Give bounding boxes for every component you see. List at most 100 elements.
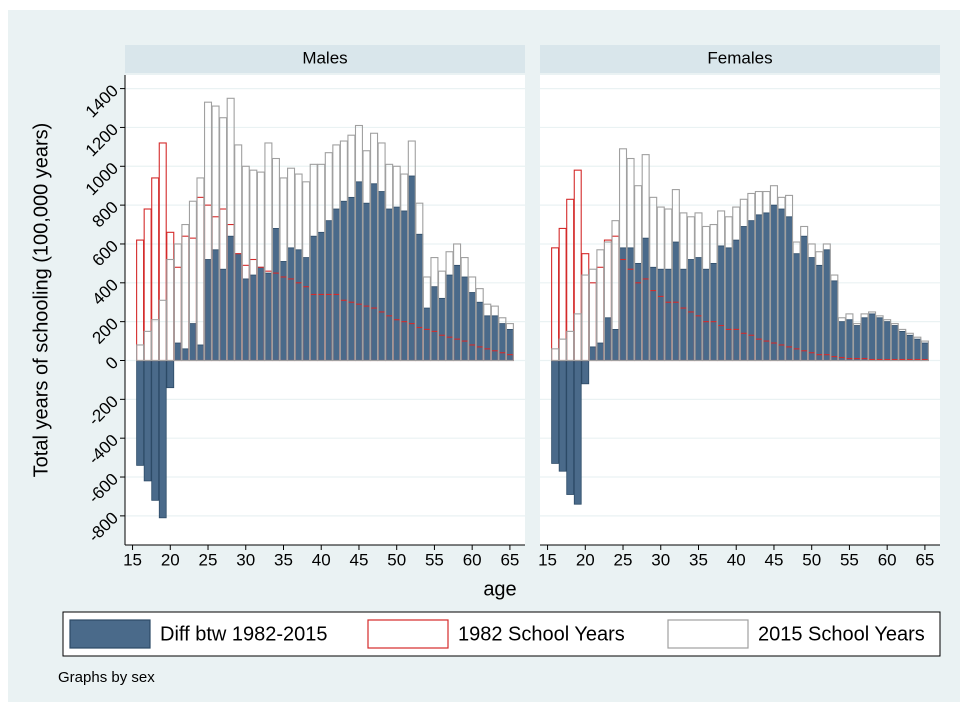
bar [279, 261, 288, 361]
legend-label: 1982 School Years [458, 623, 625, 645]
bar [709, 262, 718, 361]
bar [687, 259, 695, 361]
bar [143, 330, 152, 362]
bar [792, 241, 801, 362]
bar [241, 165, 250, 362]
x-tick-label: 25 [199, 550, 218, 569]
bar [385, 208, 394, 361]
bar [837, 317, 846, 362]
bar [460, 276, 469, 361]
bar [868, 313, 876, 361]
bar [166, 360, 175, 389]
bar [921, 342, 929, 361]
bar [739, 226, 748, 361]
bar [822, 249, 831, 361]
bar [573, 313, 582, 362]
bar [354, 124, 363, 362]
bar [785, 194, 794, 362]
x-tick-label: 65 [915, 550, 934, 569]
x-tick-label: 20 [161, 550, 180, 569]
bar [724, 247, 733, 361]
bar [551, 360, 559, 464]
bar [747, 192, 756, 362]
bar [490, 315, 499, 361]
bar [423, 307, 431, 361]
bar [279, 177, 288, 362]
bar [370, 183, 378, 361]
bar [143, 360, 152, 482]
bar [241, 278, 250, 361]
bar [332, 144, 341, 362]
bar [913, 336, 922, 362]
bar [890, 325, 899, 361]
bar [815, 264, 824, 361]
bar [883, 321, 892, 361]
bar [739, 198, 748, 362]
bar [611, 329, 620, 361]
panel-header [540, 45, 940, 73]
legend-swatch [667, 619, 749, 649]
bar [430, 286, 439, 361]
bar [596, 249, 605, 362]
legend-swatch [69, 619, 151, 649]
bar [807, 257, 816, 361]
bar [287, 247, 295, 361]
bar [151, 360, 160, 501]
bar [747, 220, 756, 361]
x-tick-label: 45 [765, 550, 784, 569]
panel-title: Males [302, 48, 347, 67]
bar [671, 241, 680, 361]
bar [860, 317, 869, 361]
bar [332, 208, 341, 361]
x-tick-label: 55 [425, 550, 444, 569]
panel-title: Females [707, 48, 772, 67]
bar [271, 157, 280, 362]
bar [875, 317, 884, 361]
bar [566, 360, 575, 495]
bar [317, 163, 326, 362]
bar [588, 346, 597, 361]
bar [377, 191, 386, 361]
bar [453, 264, 461, 361]
bar [777, 196, 786, 362]
bar [234, 144, 243, 362]
bar [437, 270, 447, 362]
bar [596, 342, 605, 361]
bar [475, 301, 484, 361]
bar [211, 249, 220, 361]
x-tick-label: 60 [463, 550, 482, 569]
bar [407, 175, 416, 361]
bar [438, 297, 446, 361]
bar [634, 185, 643, 362]
bar [249, 169, 258, 362]
legend-label: Diff btw 1982-2015 [160, 623, 328, 645]
y-axis-label: Total years of schooling (100,000 years) [30, 123, 52, 478]
bar [362, 150, 371, 362]
legend-swatch [367, 619, 449, 649]
bar [762, 190, 771, 362]
bar [151, 319, 160, 362]
x-tick-label: 45 [350, 550, 369, 569]
bar [656, 206, 665, 362]
bar [913, 338, 922, 361]
bar [641, 237, 650, 361]
x-tick-label: 20 [576, 550, 595, 569]
x-tick-label: 15 [123, 550, 142, 569]
bar [686, 216, 695, 362]
bar [339, 200, 348, 361]
bar [619, 247, 627, 361]
bar [618, 148, 628, 362]
bar [415, 233, 424, 361]
bar [815, 251, 824, 362]
bar [196, 177, 205, 362]
bar [219, 268, 227, 361]
bar [717, 245, 726, 361]
bar [822, 243, 831, 362]
bar [385, 163, 394, 362]
bar [679, 212, 688, 362]
bar [868, 311, 877, 362]
bar [679, 268, 688, 361]
bar [309, 163, 318, 362]
bar [573, 360, 582, 505]
bar [709, 223, 718, 362]
